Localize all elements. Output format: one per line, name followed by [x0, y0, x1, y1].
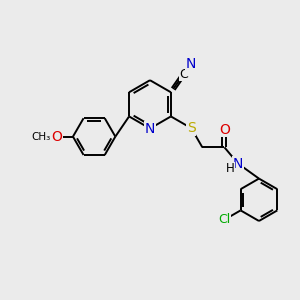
Text: O: O [51, 130, 62, 144]
Text: N: N [233, 157, 243, 171]
Text: N: N [185, 57, 196, 71]
Text: S: S [187, 121, 196, 135]
Text: C: C [179, 68, 188, 81]
Text: CH₃: CH₃ [31, 132, 50, 142]
Text: N: N [145, 122, 155, 136]
Text: Cl: Cl [218, 214, 230, 226]
Text: O: O [219, 123, 230, 137]
Text: H: H [225, 162, 234, 176]
